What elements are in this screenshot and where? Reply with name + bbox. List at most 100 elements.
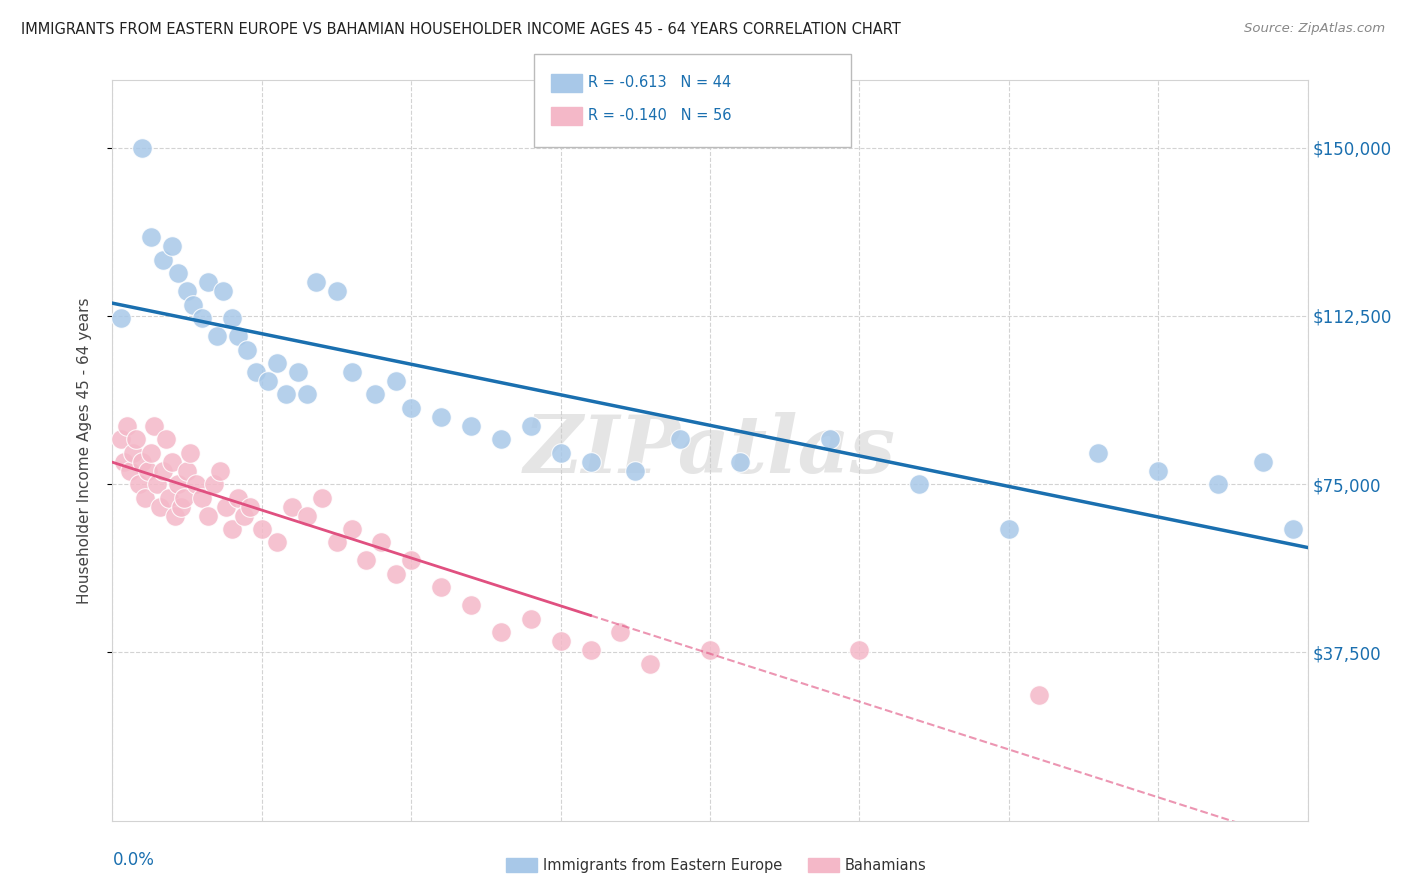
Point — [460, 418, 482, 433]
Point — [110, 432, 132, 446]
Point — [191, 491, 214, 505]
Point — [170, 500, 193, 514]
Point — [186, 477, 208, 491]
Point — [266, 356, 288, 370]
Point — [197, 275, 219, 289]
Point — [141, 446, 163, 460]
Point — [305, 275, 328, 289]
Point — [134, 491, 156, 505]
Point — [173, 491, 195, 505]
Point — [239, 500, 262, 514]
Point — [167, 266, 190, 280]
Point — [149, 500, 172, 514]
Point — [550, 634, 572, 648]
Point — [281, 500, 304, 514]
Point — [274, 387, 297, 401]
Point — [165, 508, 187, 523]
Point — [257, 374, 280, 388]
Point — [122, 446, 145, 460]
Point — [385, 566, 408, 581]
Point — [520, 418, 543, 433]
Point — [226, 329, 249, 343]
Point — [176, 464, 198, 478]
Text: 0.0%: 0.0% — [112, 851, 155, 869]
Point — [176, 284, 198, 298]
Point — [131, 140, 153, 154]
Point — [155, 432, 177, 446]
Point — [157, 491, 180, 505]
Point — [250, 522, 273, 536]
Point — [699, 643, 721, 657]
Point — [669, 432, 692, 446]
Point — [233, 508, 256, 523]
Point — [202, 477, 225, 491]
Point — [245, 365, 267, 379]
Point — [143, 418, 166, 433]
Text: Immigrants from Eastern Europe: Immigrants from Eastern Europe — [543, 858, 782, 872]
Point — [138, 464, 160, 478]
Point — [848, 643, 870, 657]
Point — [550, 446, 572, 460]
Point — [460, 599, 482, 613]
Point — [212, 284, 235, 298]
Point — [818, 432, 841, 446]
Point — [998, 522, 1021, 536]
Point — [340, 522, 363, 536]
Point — [226, 491, 249, 505]
Point — [489, 432, 512, 446]
Point — [152, 252, 174, 267]
Point — [325, 535, 347, 549]
Point — [640, 657, 662, 671]
Point — [908, 477, 931, 491]
Point — [1281, 522, 1303, 536]
Point — [340, 365, 363, 379]
Point — [356, 553, 378, 567]
Point — [364, 387, 387, 401]
Y-axis label: Householder Income Ages 45 - 64 years: Householder Income Ages 45 - 64 years — [77, 297, 91, 604]
Text: ZIPatlas: ZIPatlas — [524, 412, 896, 489]
Point — [624, 464, 647, 478]
Point — [325, 284, 347, 298]
Point — [162, 455, 183, 469]
Point — [401, 553, 423, 567]
Point — [1206, 477, 1229, 491]
Point — [181, 298, 204, 312]
Point — [221, 311, 243, 326]
Point — [295, 508, 318, 523]
Point — [287, 365, 309, 379]
Text: Bahamians: Bahamians — [845, 858, 927, 872]
Point — [311, 491, 333, 505]
Point — [489, 625, 512, 640]
Point — [191, 311, 214, 326]
Point — [266, 535, 288, 549]
Point — [128, 477, 150, 491]
Point — [205, 329, 228, 343]
Point — [110, 311, 132, 326]
Point — [430, 580, 453, 594]
Point — [520, 612, 543, 626]
Point — [179, 446, 201, 460]
Point — [295, 387, 318, 401]
Point — [114, 455, 135, 469]
Point — [236, 343, 259, 357]
Point — [117, 418, 139, 433]
Point — [146, 477, 169, 491]
Point — [609, 625, 631, 640]
Point — [162, 239, 183, 253]
Point — [385, 374, 408, 388]
Point — [141, 230, 163, 244]
Point — [1251, 455, 1274, 469]
Text: R = -0.613   N = 44: R = -0.613 N = 44 — [588, 75, 731, 89]
Point — [1028, 688, 1050, 702]
Point — [579, 455, 602, 469]
Point — [120, 464, 142, 478]
Text: Source: ZipAtlas.com: Source: ZipAtlas.com — [1244, 22, 1385, 36]
Point — [1087, 446, 1109, 460]
Point — [370, 535, 392, 549]
Point — [167, 477, 190, 491]
Point — [125, 432, 148, 446]
Text: R = -0.140   N = 56: R = -0.140 N = 56 — [588, 108, 731, 122]
Point — [401, 401, 423, 415]
Point — [1147, 464, 1170, 478]
Point — [197, 508, 219, 523]
